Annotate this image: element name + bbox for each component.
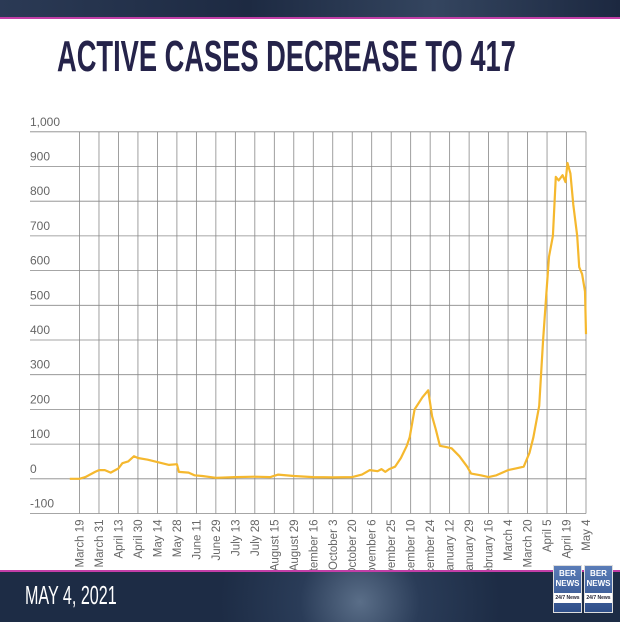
y-tick-label: 0: [30, 462, 37, 476]
x-tick-label: October 3: [328, 520, 340, 571]
bottom-banner: [0, 570, 620, 622]
x-tick-label: March 19: [75, 520, 87, 568]
x-tick-label: April 19: [562, 520, 574, 559]
x-tick-label: January 12: [445, 520, 457, 577]
x-tick-label: May 4: [581, 519, 593, 551]
y-tick-label: 500: [30, 288, 50, 302]
x-tick-label: May 28: [172, 520, 184, 558]
x-tick-label: June 11: [191, 520, 203, 560]
bernews-logo: BER NEWS 24/7 News BER NEWS 24/7 News: [553, 565, 613, 613]
grid: [30, 131, 587, 514]
y-tick-label: 1,000: [30, 115, 60, 129]
x-axis-ticks: March 19 March 31 April 13 April 30 May 14 Ma…: [75, 519, 594, 592]
x-tick-label: March 4: [503, 519, 515, 561]
x-tick-label: August 15: [269, 520, 281, 572]
y-tick-label: -100: [30, 497, 54, 511]
x-tick-label: July 28: [250, 520, 262, 556]
page-title: ACTIVE CASES DECREASE TO 417: [57, 32, 516, 81]
x-tick-label: July 13: [230, 520, 242, 556]
y-axis-ticks: -100 0 100 200 300 400 500 600 700 800 900 1,000: [30, 115, 60, 511]
active-cases-line: [69, 161, 588, 480]
y-tick-label: 300: [30, 358, 50, 372]
y-tick-label: 400: [30, 323, 50, 337]
x-tick-label: August 29: [289, 520, 301, 572]
x-tick-label: March 20: [523, 520, 535, 568]
x-tick-label: November 6: [367, 520, 379, 583]
y-tick-label: 100: [30, 427, 50, 441]
y-tick-label: 200: [30, 392, 50, 406]
y-tick-label: 700: [30, 219, 50, 233]
x-tick-label: January 29: [464, 520, 476, 577]
x-tick-label: April 13: [113, 520, 125, 559]
x-tick-label: June 29: [211, 520, 223, 561]
x-tick-label: February 16: [484, 520, 496, 582]
x-tick-label: March 31: [94, 520, 106, 568]
x-tick-label: October 20: [347, 520, 359, 577]
y-tick-label: 800: [30, 184, 50, 198]
x-tick-label: May 14: [152, 519, 164, 557]
y-tick-label: 900: [30, 150, 50, 164]
x-tick-label: April 5: [542, 520, 554, 553]
top-banner: [0, 0, 620, 19]
date-label: MAY 4, 2021: [25, 580, 117, 610]
y-tick-label: 600: [30, 254, 50, 268]
x-tick-label: April 30: [133, 520, 145, 559]
